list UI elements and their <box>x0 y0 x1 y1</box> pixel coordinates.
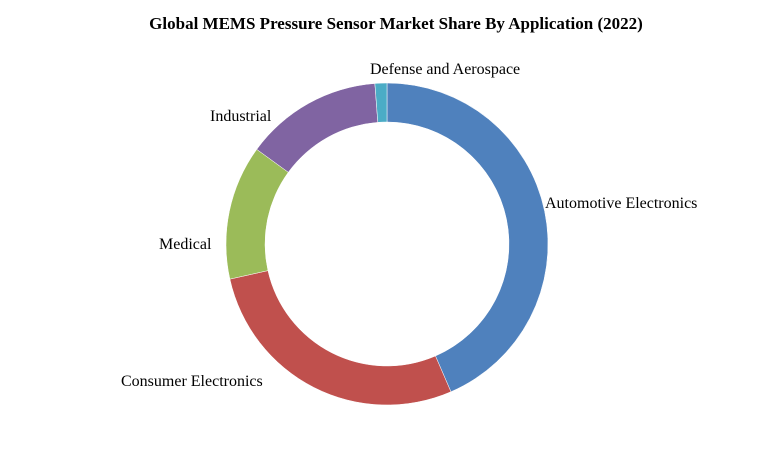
slice-defense-and-aerospace <box>374 82 388 123</box>
slice-labels: Automotive Electronics Consumer Electroni… <box>121 61 697 390</box>
label-consumer-electronics: Consumer Electronics <box>121 373 263 390</box>
slice-consumer-electronics <box>229 270 452 406</box>
slice-medical <box>225 149 289 280</box>
label-industrial: Industrial <box>210 108 272 125</box>
chart-title: Global MEMS Pressure Sensor Market Share… <box>149 14 643 33</box>
slice-industrial <box>256 83 379 173</box>
label-automotive-electronics: Automotive Electronics <box>545 195 697 212</box>
donut-slices <box>225 82 549 406</box>
slice-automotive-electronics <box>386 82 549 393</box>
label-medical: Medical <box>159 236 212 253</box>
label-defense-and-aerospace: Defense and Aerospace <box>370 61 520 78</box>
